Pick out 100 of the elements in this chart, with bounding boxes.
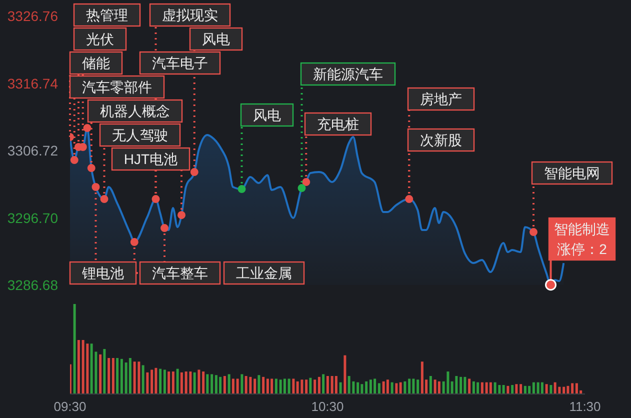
bar [360, 384, 364, 394]
bar [146, 372, 149, 394]
bar [322, 374, 325, 394]
bar [468, 378, 471, 394]
annotation: 汽车电子 [152, 55, 208, 71]
annotation: 热管理 [86, 7, 128, 23]
bar [511, 385, 514, 394]
bar [223, 376, 226, 394]
point [238, 185, 246, 194]
point [100, 195, 108, 204]
bar [176, 368, 179, 394]
bar [120, 358, 123, 394]
bar [480, 382, 484, 394]
bar [305, 380, 308, 394]
bar [108, 358, 110, 394]
bar [103, 349, 106, 394]
y-tick-label: 3316.74 [7, 75, 58, 92]
bar [90, 344, 93, 394]
y-tick-label: 3286.68 [7, 277, 58, 293]
bar [378, 383, 380, 394]
annotation: 锂电池 [81, 265, 124, 281]
annotation: 新能源汽车 [313, 66, 383, 82]
bar [515, 384, 518, 394]
bar [460, 376, 462, 394]
bar [365, 381, 368, 394]
annotation: HJT电池 [124, 151, 178, 167]
annotation: 风电 [253, 107, 281, 123]
annotation: 光伏 [86, 31, 114, 47]
bar [566, 386, 570, 394]
bar [258, 375, 260, 394]
bar [562, 386, 566, 394]
point [177, 211, 186, 220]
bar [99, 354, 102, 394]
bar [202, 372, 205, 394]
bar [219, 376, 222, 394]
y-tick-label: 3306.72 [7, 142, 58, 158]
bar [330, 376, 334, 394]
bar [309, 378, 312, 394]
bar [296, 381, 299, 394]
bar [292, 378, 295, 394]
point [190, 168, 198, 176]
point [130, 238, 138, 246]
bar [382, 381, 385, 394]
annotation: 智能制造 [554, 221, 610, 237]
annotation: 充电桩 [317, 116, 359, 132]
bar [476, 382, 480, 394]
point [83, 124, 92, 132]
bar [77, 340, 80, 394]
bar [318, 376, 320, 394]
annotation: 房地产 [420, 91, 462, 107]
bar [254, 378, 256, 394]
bar [274, 378, 278, 394]
annotation: 风电 [202, 31, 230, 47]
bar [300, 380, 304, 394]
bar [506, 386, 510, 394]
bar [339, 382, 342, 394]
bar [408, 378, 411, 394]
bar [395, 383, 398, 394]
bar [374, 378, 376, 394]
bar [420, 362, 424, 394]
bar [558, 386, 561, 394]
bar [429, 376, 432, 394]
bar [288, 378, 290, 394]
bar [159, 368, 162, 394]
bar [446, 372, 450, 394]
bar [228, 374, 230, 394]
bar [244, 376, 248, 394]
bar [236, 378, 239, 394]
point [92, 183, 100, 192]
bar [434, 380, 436, 394]
annotation: 虚拟现实 [162, 7, 218, 23]
bar [502, 385, 505, 394]
bar [279, 380, 282, 394]
annotation: 机器人概念 [100, 103, 170, 119]
bar [189, 372, 192, 394]
bar [575, 383, 578, 394]
point [152, 195, 160, 204]
bar [184, 372, 188, 394]
bar [532, 382, 535, 394]
annotation: 智能电网 [544, 165, 600, 181]
bar [198, 370, 200, 394]
bar [540, 382, 544, 394]
bar [520, 384, 522, 394]
bar [154, 368, 158, 394]
bar [416, 380, 420, 394]
point [160, 224, 169, 232]
bar [82, 340, 84, 394]
y-tick-label: 3326.76 [7, 8, 58, 24]
bar [112, 358, 114, 394]
bar [138, 362, 140, 394]
point [70, 156, 78, 164]
x-tick-label: 10:30 [311, 399, 344, 414]
y-tick-label: 3296.70 [7, 210, 58, 226]
bar [438, 381, 440, 394]
bar [356, 382, 360, 394]
bar [240, 374, 244, 394]
bar [412, 378, 415, 394]
bar [262, 376, 265, 394]
bar [73, 304, 76, 394]
annotation: 次新股 [420, 132, 462, 148]
